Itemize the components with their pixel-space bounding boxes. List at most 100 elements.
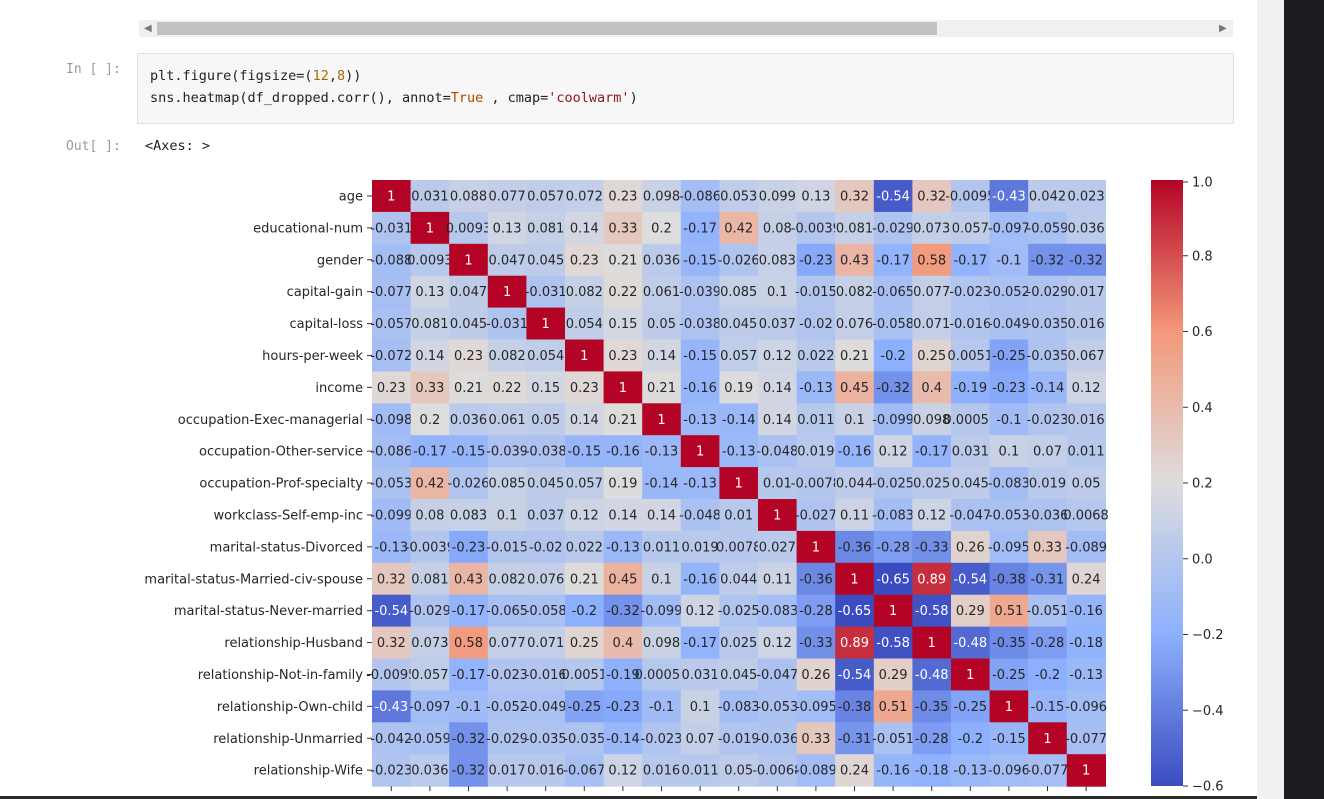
- heatmap-cell: [758, 754, 798, 787]
- cell-annotation: 1: [387, 189, 395, 204]
- heatmap-cell: [796, 339, 836, 372]
- heatmap-cell: [1066, 243, 1106, 277]
- cell-annotation: -0.098: [370, 413, 412, 428]
- scrollbar-thumb[interactable]: [157, 22, 937, 35]
- cell-annotation: 0.29: [879, 668, 908, 683]
- cell-annotation: 0.085: [720, 285, 757, 300]
- heatmap-cell: [835, 467, 875, 500]
- cell-annotation: -0.28: [915, 732, 949, 747]
- cell-annotation: -0.17: [876, 253, 910, 268]
- y-tick-label: marital-status-Married-civ-spouse: [144, 572, 363, 587]
- y-tick-label: relationship-Not-in-family: [198, 668, 364, 683]
- heatmap-cell: [680, 530, 720, 564]
- cell-annotation: 0.32: [840, 189, 869, 204]
- heatmap-cell: [680, 243, 720, 277]
- heatmap-cell: [487, 690, 527, 723]
- heatmap-cell: [796, 211, 836, 245]
- heatmap-cell: [796, 562, 836, 596]
- heatmap-cell: [487, 339, 527, 372]
- cell-annotation: -0.35: [992, 636, 1026, 651]
- heatmap-cell: [951, 722, 991, 755]
- y-tick-label: marital-status-Never-married: [174, 604, 363, 619]
- heatmap-cell: [565, 594, 605, 628]
- heatmap-cell: [1066, 339, 1106, 372]
- y-tick-label: relationship-Unmarried: [213, 732, 363, 747]
- cell-annotation: -0.2: [1035, 668, 1060, 683]
- cell-annotation: 0.011: [797, 413, 834, 428]
- heatmap-cell: [565, 499, 605, 532]
- cell-annotation: -0.15: [452, 445, 486, 460]
- horizontal-scrollbar[interactable]: ◀ ▶: [139, 20, 1233, 37]
- heatmap-cell: [565, 371, 605, 404]
- heatmap-cell: [565, 211, 605, 245]
- cell-annotation: 0.076: [836, 317, 873, 332]
- cell-annotation: 0.07: [1033, 445, 1062, 460]
- cell-annotation: -0.036: [756, 732, 798, 747]
- cell-annotation: -0.2: [572, 604, 597, 619]
- heatmap-cell: [372, 211, 412, 245]
- heatmap-cell: [603, 499, 643, 532]
- heatmap-cell: [912, 211, 952, 245]
- scroll-left-icon[interactable]: ◀: [144, 23, 152, 34]
- heatmap-cell: [410, 180, 450, 213]
- heatmap-cell: [835, 658, 875, 691]
- heatmap-cell: [1028, 211, 1068, 245]
- heatmap-cell: [565, 467, 605, 500]
- heatmap-cell: [873, 307, 913, 341]
- code-cell-input[interactable]: plt.figure(figsize=(12,8)) sns.heatmap(d…: [137, 53, 1234, 124]
- heatmap-cell: [642, 562, 682, 596]
- heatmap-cell: [603, 180, 643, 213]
- cell-annotation: -0.023: [486, 668, 528, 683]
- cell-annotation: 0.05: [647, 317, 676, 332]
- cell-annotation: 0.083: [759, 253, 796, 268]
- heatmap-cell: [487, 594, 527, 628]
- cell-annotation: -0.023: [641, 732, 683, 747]
- heatmap-cell: [410, 339, 450, 372]
- heatmap-cell: [449, 180, 489, 213]
- cell-annotation: 0.45: [608, 572, 637, 587]
- heatmap-cell: [912, 339, 952, 372]
- cell-annotation: -0.23: [799, 253, 833, 268]
- cell-annotation: -0.15: [1031, 700, 1065, 715]
- heatmap-cell: [487, 722, 527, 755]
- heatmap-cell: [526, 211, 566, 245]
- heatmap-cell: [951, 243, 991, 277]
- cell-annotation: 0.12: [917, 508, 946, 523]
- scroll-right-icon[interactable]: ▶: [1219, 23, 1227, 34]
- cell-annotation: -0.029: [486, 732, 528, 747]
- heatmap-cell: [989, 530, 1029, 564]
- heatmap-cell: [873, 467, 913, 500]
- cell-annotation: 1: [1005, 700, 1013, 715]
- cell-annotation: -0.016: [525, 668, 567, 683]
- heatmap-cell: [1028, 307, 1068, 341]
- cell-annotation: -0.13: [953, 764, 987, 779]
- cell-annotation: 0.061: [488, 413, 525, 428]
- heatmap-cell: [758, 626, 798, 660]
- cell-annotation: -0.32: [876, 381, 910, 396]
- heatmap-cell: [758, 658, 798, 691]
- cell-annotation: 0.51: [879, 700, 908, 715]
- heatmap-cell: [835, 243, 875, 277]
- heatmap-cell: [912, 499, 952, 532]
- cell-annotation: 0.14: [570, 413, 599, 428]
- heatmap-cell: [835, 754, 875, 787]
- cell-annotation: 0.081: [411, 317, 448, 332]
- heatmap-cell: [565, 754, 605, 787]
- cell-annotation: -0.035: [1027, 317, 1069, 332]
- heatmap-cell: [449, 339, 489, 372]
- cell-annotation: -0.36: [838, 540, 872, 555]
- heatmap-cell: [449, 594, 489, 628]
- heatmap-cell: [372, 371, 412, 404]
- heatmap-cell: [410, 754, 450, 787]
- cell-annotation: -0.029: [409, 604, 451, 619]
- heatmap-cell: [487, 307, 527, 341]
- cell-annotation: 0.083: [450, 508, 487, 523]
- cell-annotation: 0.07: [686, 732, 715, 747]
- cell-annotation: 0.061: [643, 285, 680, 300]
- heatmap-cell: [603, 594, 643, 628]
- cell-annotation: -0.095: [988, 540, 1030, 555]
- heatmap-cell: [1066, 211, 1106, 245]
- heatmap-cell: [835, 211, 875, 245]
- cell-annotation: 0.045: [720, 668, 757, 683]
- cell-annotation: -0.19: [606, 668, 640, 683]
